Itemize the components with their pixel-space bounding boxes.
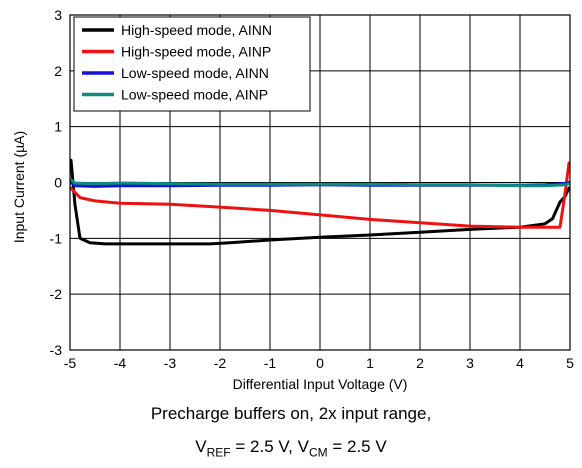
- x-tick-label: -2: [214, 355, 227, 371]
- legend-label: High-speed mode, AINP: [121, 44, 271, 60]
- line-chart: -5 -4 -3 -2 -1 0 1 2 3 4 5 3 2 1 0 -1 -2 -3 Differential…: [11, 7, 574, 392]
- legend-label: High-speed mode, AINN: [121, 22, 272, 38]
- y-tick-label: 0: [54, 175, 62, 191]
- legend-label: Low-speed mode, AINN: [121, 65, 269, 81]
- plot-border: [69, 14, 571, 351]
- x-axis-label: Differential Input Voltage (V): [233, 376, 408, 392]
- y-tick-label: -1: [50, 230, 63, 246]
- caption-line-1: Precharge buffers on, 2x input range,: [150, 404, 432, 423]
- series-lines: [69, 158, 571, 246]
- series-line-1: [69, 158, 571, 246]
- x-tick-label: 0: [316, 355, 324, 371]
- vref-symbol: V: [195, 437, 207, 456]
- y-tick-label: -2: [50, 286, 63, 302]
- x-tick-label: -3: [164, 355, 177, 371]
- legend-label: Low-speed mode, AINP: [121, 87, 268, 103]
- vref-subscript: REF: [206, 445, 231, 460]
- x-tick-label: -4: [114, 355, 127, 371]
- series-line-2: [69, 161, 571, 229]
- x-tick-label: 1: [366, 355, 374, 371]
- x-tick-label: 5: [566, 355, 574, 371]
- vcm-symbol: V: [297, 437, 309, 456]
- caption-line-2: VREF = 2.5 V, VCM = 2.5 V: [0, 437, 582, 459]
- series-line-4: [69, 178, 571, 188]
- x-tick-labels: -5 -4 -3 -2 -1 0 1 2 3 4 5: [64, 355, 574, 371]
- y-tick-label: 2: [54, 63, 62, 79]
- x-tick-label: -1: [264, 355, 277, 371]
- vcm-subscript: CM: [308, 445, 328, 460]
- vcm-value: = 2.5 V: [327, 437, 387, 456]
- y-tick-label: -3: [50, 342, 63, 358]
- y-tick-label: 3: [54, 7, 62, 23]
- x-tick-label: 4: [516, 355, 524, 371]
- y-tick-labels: 3 2 1 0 -1 -2 -3: [50, 7, 63, 358]
- legend: High-speed mode, AINN High-speed mode, AI…: [73, 16, 311, 112]
- x-tick-label: 3: [466, 355, 474, 371]
- y-tick-label: 1: [54, 119, 62, 135]
- y-axis-label: Input Current (µA): [11, 131, 27, 243]
- x-tick-label: -5: [64, 355, 77, 371]
- x-tick-label: 2: [416, 355, 424, 371]
- vref-value: = 2.5 V,: [230, 437, 298, 456]
